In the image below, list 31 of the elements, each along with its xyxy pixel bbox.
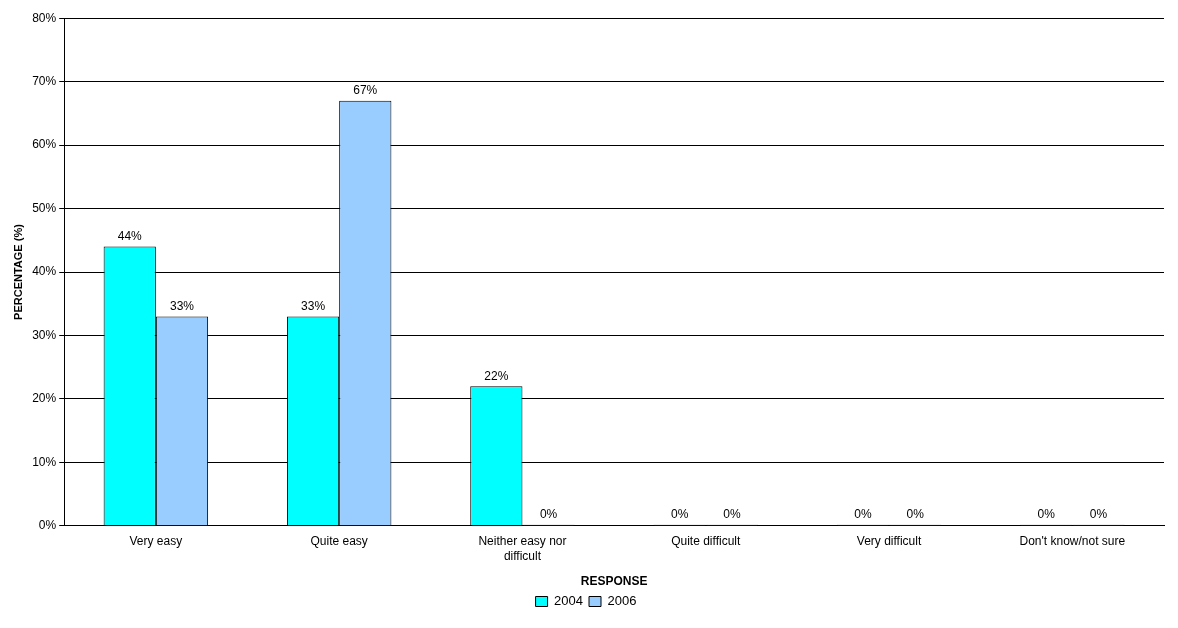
y-tick-label: 30% (32, 327, 57, 342)
data-label: 44% (117, 228, 143, 243)
y-tick-label: 50% (32, 200, 57, 215)
y-axis-title: PERCENTAGE (%) (11, 223, 24, 320)
y-tick-label: 80% (32, 10, 57, 25)
y-tick-label: 60% (32, 137, 57, 152)
y-tick-label: 10% (32, 454, 57, 469)
y-tick-label: 40% (32, 264, 57, 279)
data-label: 0% (539, 507, 558, 522)
data-label: 0% (723, 507, 741, 522)
x-tick-label: Quite difficult (671, 534, 741, 549)
x-tick-label: Neither easy nor difficult (478, 534, 567, 563)
data-label: 33% (169, 298, 195, 313)
data-label: 0% (670, 507, 689, 522)
y-tick-label: 20% (32, 391, 57, 406)
data-label: 22% (484, 368, 509, 383)
data-label: 0% (906, 507, 925, 522)
x-tick-label: Very difficult (856, 534, 922, 549)
data-label: 0% (854, 507, 872, 522)
data-label: 33% (301, 298, 326, 313)
y-tick-label: 70% (32, 73, 57, 88)
data-label: 0% (1037, 507, 1056, 522)
y-tick-label: 0% (38, 518, 57, 533)
x-tick-label: Very easy (129, 534, 183, 549)
x-tick-label: Don't know/not sure (1019, 534, 1126, 549)
legend-label: 2004 (554, 593, 583, 609)
x-tick-label: Quite easy (310, 534, 368, 549)
data-label: 0% (1089, 507, 1108, 522)
legend-label: 2006 (607, 593, 637, 609)
data-label: 67% (353, 83, 378, 97)
x-axis-title: RESPONSE (580, 574, 648, 589)
